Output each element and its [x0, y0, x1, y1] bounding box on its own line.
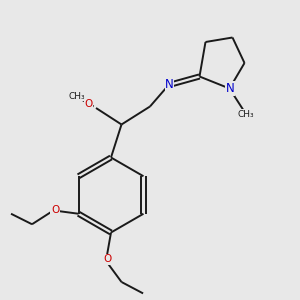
- Text: methoxy: methoxy: [74, 95, 80, 97]
- Text: N: N: [165, 77, 174, 91]
- Text: O: O: [103, 254, 111, 265]
- Text: O: O: [84, 99, 93, 110]
- Text: CH₃: CH₃: [238, 110, 254, 118]
- Text: N: N: [226, 82, 235, 95]
- Text: O: O: [51, 205, 59, 215]
- Text: CH₃: CH₃: [68, 92, 85, 100]
